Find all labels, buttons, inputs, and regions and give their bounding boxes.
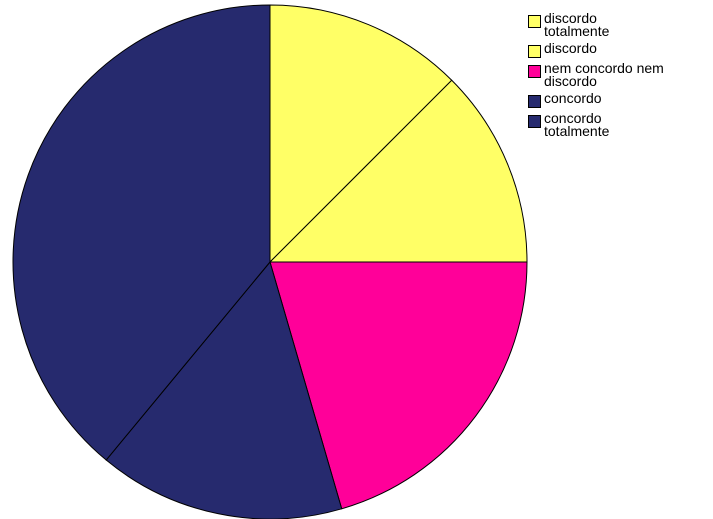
legend-swatch [528, 15, 541, 28]
legend-item-concordo-totalmente: concordo totalmente [528, 110, 708, 139]
legend-item-discordo-totalmente: discordo totalmente [528, 10, 708, 39]
pie-slice-concordo [105, 260, 343, 519]
legend-label-line: discordo [544, 40, 597, 56]
legend-label-line: totalmente [544, 123, 610, 139]
legend-label-line: nem concordo nem [544, 60, 664, 76]
legend-label-line: concordo [544, 110, 602, 126]
pie-slice-discordo-totalmente [269, 4, 453, 264]
legend-label-line: discordo [544, 73, 597, 89]
legend-item-nem-concordo-nem-discordo: nem concordo nem discordo [528, 60, 708, 89]
pie-slice-concordo-totalmente [12, 4, 271, 461]
legend-swatch [528, 95, 541, 108]
legend-label-line: discordo [544, 10, 597, 26]
legend: discordo totalmente discordo nem concord… [528, 10, 708, 142]
legend-item-discordo: discordo [528, 40, 708, 58]
legend-item-concordo: concordo [528, 90, 708, 108]
pie-slice-discordo [268, 79, 528, 263]
legend-swatch [528, 65, 541, 78]
legend-swatch [528, 115, 541, 128]
pie-slice-nem-concordo-nem-discordo [269, 261, 528, 510]
legend-label-line: concordo [544, 90, 602, 106]
legend-label-line: totalmente [544, 23, 610, 39]
legend-swatch [528, 45, 541, 58]
